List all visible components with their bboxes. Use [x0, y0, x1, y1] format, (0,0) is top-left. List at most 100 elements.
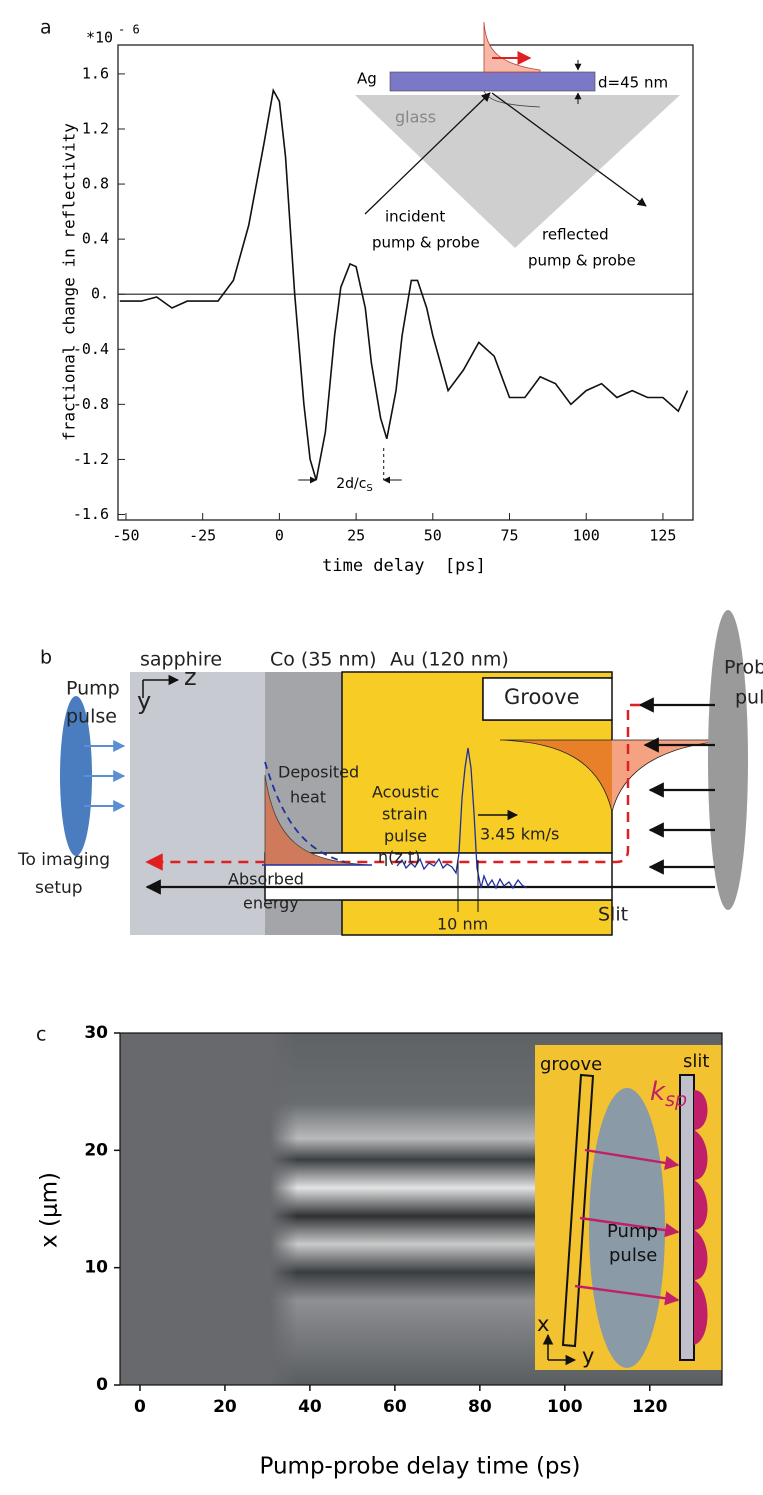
inset-plasmon — [694, 1090, 708, 1345]
heat-label: Deposited — [278, 763, 359, 782]
deposited-heat — [264, 761, 346, 863]
x-tick-label: 80 — [468, 1397, 492, 1417]
y-tick-label: -1.6 — [73, 505, 109, 523]
inset-label: reflected — [542, 226, 609, 244]
y-tick-label: 10 — [84, 1258, 108, 1278]
inset-slit — [679, 1074, 695, 1361]
strain-label: Acoustic — [372, 783, 439, 802]
inset-arrow — [574, 1284, 680, 1306]
imaging-label: To imaging — [17, 850, 110, 870]
annotation-text: 2d/c — [336, 476, 366, 492]
strain-label: η(z,t) — [378, 848, 420, 867]
pump-label: pulse — [66, 706, 117, 728]
panel-label: b — [40, 647, 52, 669]
width-label: 10 nm — [437, 915, 488, 934]
inset-arrow — [584, 1148, 680, 1171]
inset-pump — [589, 1088, 665, 1368]
annotation: 2d/cS — [336, 476, 373, 494]
heat-label: heat — [290, 788, 326, 807]
y-tick-label: -0.8 — [73, 395, 109, 413]
y-multiplier: *10 — [86, 29, 113, 47]
inset-label: y — [582, 1344, 594, 1368]
inset-label: Ag — [357, 70, 377, 88]
inset-label: d=45 nm — [598, 74, 668, 92]
x-tick-label: -25 — [189, 527, 216, 545]
x-tick-label: 0 — [275, 527, 284, 545]
panel-label: c — [36, 1024, 46, 1046]
x-tick-label: 50 — [424, 527, 442, 545]
inset-label: groove — [540, 1054, 602, 1075]
x-axis-label: Pump-probe delay time (ps) — [260, 1454, 581, 1480]
layer-label: Co (35 nm) — [270, 649, 377, 671]
y-axis-label: x (μm) — [37, 1172, 63, 1248]
strain-label: pulse — [384, 827, 427, 846]
absorbed-label: Absorbed — [228, 870, 304, 889]
x-tick-label: 25 — [347, 527, 365, 545]
x-axis-label: time delay [ps] — [322, 556, 486, 576]
axis-label: y — [137, 687, 151, 715]
x-tick-label: 60 — [383, 1397, 407, 1417]
annotation-subscript: S — [366, 483, 372, 494]
x-tick-label: 100 — [547, 1397, 583, 1417]
inset-label: pump & probe — [528, 252, 636, 270]
evanescent-field — [483, 21, 541, 73]
strain-label: strain — [382, 805, 428, 824]
plot-frame — [117, 44, 694, 521]
y-exponent: - 6 — [118, 23, 140, 37]
plot-frame — [119, 1032, 723, 1386]
x-tick-label: 20 — [213, 1397, 237, 1417]
groove — [482, 677, 613, 721]
glass-prism — [355, 95, 680, 248]
probe-pulse — [708, 610, 748, 910]
x-tick-label: -50 — [112, 527, 139, 545]
reflected-beam — [491, 92, 647, 207]
y-tick-label: -1.2 — [73, 450, 109, 468]
inset-label: incident — [385, 208, 445, 226]
layer-label: Au (120 nm) — [390, 649, 509, 671]
inset-label: slit — [683, 1051, 709, 1072]
slit-label: Slit — [598, 904, 628, 926]
data-line — [119, 88, 689, 481]
inset-label: glass — [395, 108, 436, 127]
panel-c: groove slit ksp Pump pulse x y Pump-prob… — [37, 1023, 723, 1480]
y-tick-label: 1.2 — [82, 119, 109, 137]
strain-pulse — [396, 747, 528, 890]
inset-label: k — [650, 1077, 666, 1107]
y-tick-label: 1.6 — [82, 64, 109, 82]
x-tick-label: 125 — [649, 527, 676, 545]
probe-label: Probe — [724, 657, 763, 679]
silver-film — [389, 71, 596, 92]
y-tick-label: 20 — [84, 1140, 108, 1160]
inset-label: Pump — [607, 1221, 658, 1242]
y-tick-label: 0 — [96, 1375, 108, 1395]
absorbed-label: energy — [243, 894, 299, 913]
pump-label: Pump — [66, 678, 120, 700]
layer-label: sapphire — [140, 649, 222, 671]
x-tick-label: 120 — [632, 1397, 668, 1417]
x-tick-label: 0 — [134, 1397, 146, 1417]
field-outline — [499, 739, 741, 813]
imaging-label: setup — [35, 878, 83, 898]
inset-wavevector: ksp — [650, 1077, 687, 1111]
y-tick-label: 0.8 — [82, 175, 109, 193]
inset-arrow — [579, 1216, 680, 1238]
panel-a: *10 - 6 time delay [ps] fractional chang… — [60, 21, 694, 576]
groove-label: Groove — [504, 685, 580, 709]
x-tick-label: 100 — [573, 527, 600, 545]
y-tick-label: 30 — [84, 1023, 108, 1043]
inset-label: pump & probe — [372, 234, 480, 252]
probe-label: pulse — [735, 687, 763, 709]
y-tick-label: 0. — [91, 285, 109, 303]
plasmon-field — [612, 740, 740, 812]
axis-label: z — [184, 663, 197, 691]
panel-b: sapphire Co (35 nm) Au (120 nm) Probe pu… — [17, 610, 763, 936]
plasmon-path — [145, 703, 640, 871]
panel-label: a — [40, 17, 52, 39]
x-tick-label: 75 — [500, 527, 518, 545]
y-axis-label: fractional change in reflectivity — [60, 123, 79, 441]
pump-pulse — [60, 696, 92, 856]
inset-label: pulse — [609, 1245, 657, 1266]
incident-beam — [364, 92, 491, 215]
y-tick-label: 0.4 — [82, 230, 109, 248]
